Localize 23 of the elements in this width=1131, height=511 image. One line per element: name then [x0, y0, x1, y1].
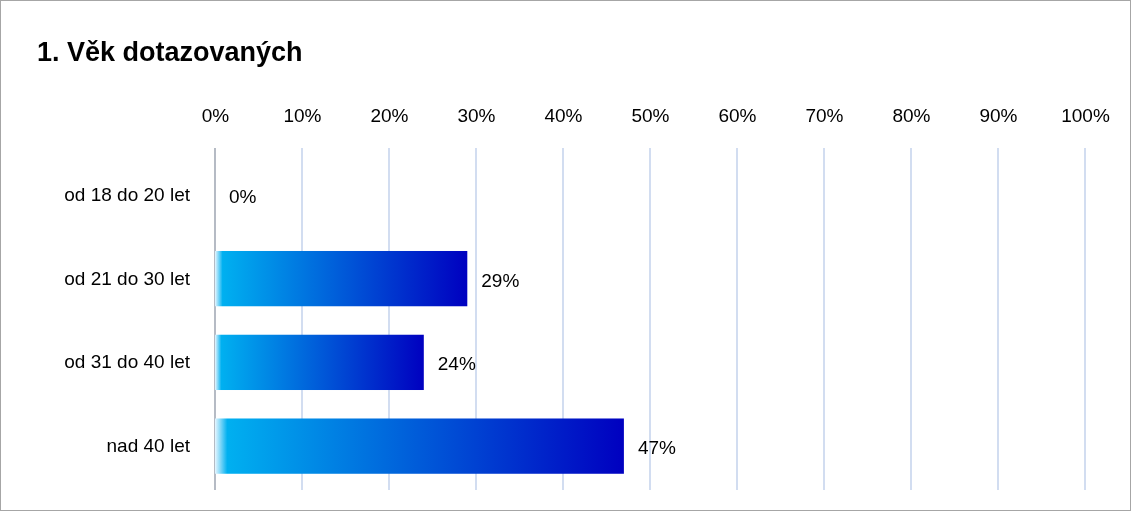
x-tick-label: 70%: [805, 105, 844, 126]
y-tick-label: nad 40 let: [106, 435, 191, 457]
data-label: 24%: [437, 353, 476, 375]
bar: [215, 418, 624, 474]
x-tick-label: 50%: [631, 105, 670, 126]
x-tick-label: 40%: [544, 105, 583, 126]
data-label: 29%: [481, 269, 520, 291]
x-tick-label: 10%: [283, 105, 322, 126]
bar: [215, 334, 424, 391]
y-tick-label: od 31 do 40 let: [64, 351, 191, 373]
x-tick-label: 90%: [979, 105, 1018, 126]
x-tick-label: 20%: [370, 105, 409, 126]
data-label: 0%: [229, 185, 257, 207]
x-tick-label: 80%: [892, 105, 931, 126]
x-tick-label: 60%: [718, 105, 757, 126]
bar: [215, 250, 468, 307]
x-tick-label: 0%: [201, 105, 230, 126]
data-label: 47%: [637, 437, 677, 459]
x-tick-label: 100%: [1061, 105, 1110, 126]
x-tick-label: 30%: [457, 105, 496, 126]
y-tick-label: od 18 do 20 let: [64, 183, 191, 205]
y-tick-label: od 21 do 30 let: [64, 267, 191, 289]
chart-title: 1. Věk dotazovaných: [37, 37, 303, 67]
